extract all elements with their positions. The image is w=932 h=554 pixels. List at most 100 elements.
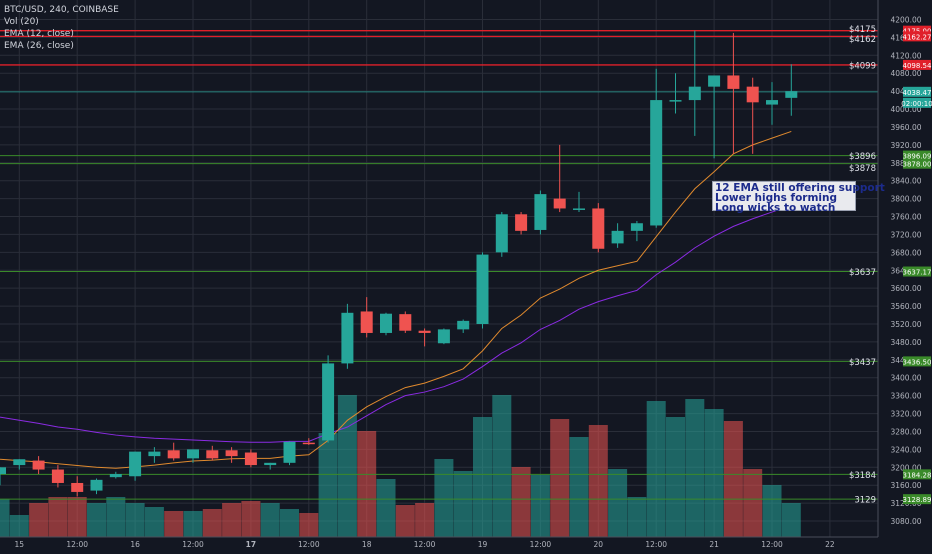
- candle-body: [573, 208, 585, 210]
- candle-body: [669, 100, 682, 102]
- y-tick-label: 3400.00: [890, 374, 921, 383]
- chart-legend: BTC/USD, 240, COINBASE Vol (20) EMA (12,…: [4, 4, 119, 52]
- price-line-label: $3184: [849, 471, 876, 481]
- y-tick-label: 3520.00: [890, 320, 921, 329]
- candle-body: [32, 460, 45, 470]
- volume-bar: [415, 503, 435, 537]
- candle-body: [264, 462, 277, 466]
- candle-body: [283, 441, 296, 463]
- candle-body: [650, 100, 663, 226]
- y-tick-label: 3280.00: [890, 427, 921, 436]
- price-line-label: $4099: [849, 61, 876, 71]
- volume-bar: [473, 417, 492, 537]
- y-tick-label: 3840.00: [890, 177, 921, 186]
- price-badge: [903, 494, 931, 505]
- volume-bar: [627, 497, 647, 537]
- price-line-label: $4175: [849, 25, 876, 35]
- volume-bar: [183, 511, 203, 537]
- volume-bar: [9, 515, 29, 537]
- chart-annotation[interactable]: 12 EMA still offering support Lower high…: [712, 181, 885, 213]
- candle-body: [322, 363, 335, 441]
- y-tick-label: 3200.00: [890, 463, 921, 472]
- x-tick-label: 20: [594, 540, 604, 549]
- candle-body: [457, 320, 470, 330]
- candle-body: [380, 313, 392, 333]
- volume-bar: [125, 503, 145, 537]
- volume-bar: [241, 501, 261, 537]
- candle-body: [148, 451, 161, 457]
- legend-volume: Vol (20): [4, 17, 39, 27]
- candle-body: [167, 450, 180, 459]
- candle-body: [399, 314, 412, 331]
- price-badge-text: 4098.54: [903, 62, 932, 70]
- volume-bar: [608, 469, 628, 537]
- y-tick-label: 3920.00: [890, 141, 921, 150]
- price-line-label: $4162: [849, 35, 876, 45]
- volume-bar: [762, 485, 782, 537]
- volume-bar: [453, 471, 473, 537]
- y-tick-label: 4200.00: [890, 15, 921, 24]
- x-tick-label: 12:00: [530, 540, 552, 549]
- volume-bar: [723, 421, 743, 537]
- candle-body: [13, 459, 26, 466]
- volume-bar: [222, 503, 242, 537]
- x-tick-label: 12:00: [66, 540, 88, 549]
- candle-body: [611, 230, 624, 244]
- candle-body: [225, 450, 238, 457]
- price-line-label: $3437: [849, 358, 876, 368]
- volume-bar: [280, 509, 299, 537]
- candle-body: [592, 208, 605, 249]
- y-tick-label: 3600.00: [890, 284, 921, 293]
- x-tick-label: 19: [478, 540, 488, 549]
- volume-bar: [781, 503, 801, 537]
- candle-body: [630, 223, 643, 231]
- y-tick-label: 3800.00: [890, 195, 921, 204]
- volume-bar: [202, 509, 222, 537]
- x-tick-label: 12:00: [414, 540, 436, 549]
- candle-body: [688, 86, 701, 101]
- candle-body: [109, 474, 122, 478]
- candle-body: [746, 86, 759, 103]
- candle-body: [437, 329, 450, 344]
- x-tick-label: 22: [825, 540, 835, 549]
- price-line-label: $3896: [849, 152, 876, 162]
- price-badge: [903, 356, 931, 367]
- x-tick-label: 18: [362, 540, 372, 549]
- x-tick-label: 21: [709, 540, 719, 549]
- volume-bar: [106, 497, 126, 537]
- y-tick-label: 4000.00: [890, 105, 921, 114]
- volume-bar: [434, 459, 454, 537]
- candle-body: [515, 214, 528, 231]
- candle-body: [727, 75, 740, 89]
- volume-bar: [87, 503, 106, 537]
- y-tick-label: 4120.00: [890, 51, 921, 60]
- price-badge-text: 4162.27: [903, 33, 932, 41]
- price-badge-text: 3184.28: [903, 471, 932, 479]
- candle-body: [71, 482, 84, 492]
- volume-bar: [743, 469, 763, 537]
- price-badge: [903, 266, 931, 277]
- candle-body: [90, 479, 103, 491]
- volume-bar: [48, 497, 68, 537]
- x-tick-label: 12:00: [761, 540, 783, 549]
- candle-body: [418, 330, 431, 333]
- x-tick-label: 17: [246, 540, 256, 549]
- candle-body: [360, 311, 373, 333]
- candle-body: [51, 469, 64, 483]
- volume-bar: [337, 395, 357, 537]
- volume-bar: [646, 401, 666, 537]
- price-line-label: $3878: [849, 164, 876, 174]
- candle-body: [553, 198, 566, 209]
- x-tick-label: 15: [15, 540, 25, 549]
- legend-symbol: BTC/USD, 240, COINBASE: [4, 5, 119, 15]
- volume-bar: [144, 507, 164, 537]
- price-badge: [903, 86, 931, 97]
- x-tick-label: 12:00: [645, 540, 667, 549]
- volume-bar: [357, 431, 377, 537]
- countdown-text: 02:00:10: [901, 100, 932, 108]
- volume-bar: [395, 505, 415, 537]
- price-badge-text: 3637.17: [903, 269, 932, 277]
- y-tick-label: 3560.00: [890, 302, 921, 311]
